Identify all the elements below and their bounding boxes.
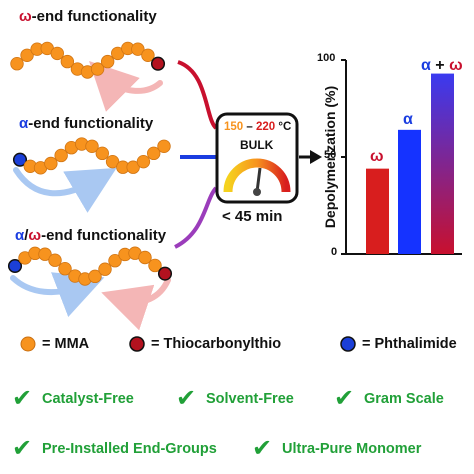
bar-0 (366, 168, 389, 254)
bar-1 (398, 129, 421, 254)
alpha-chain-bead (54, 148, 68, 163)
ao-alpha-arrow (10, 272, 105, 318)
omega-chain-bead (50, 46, 64, 61)
temp-dash: – (243, 121, 256, 133)
alpha-chain-bead (85, 139, 99, 153)
mma-legend-icon (20, 336, 36, 352)
alpha-chain-bead (157, 139, 171, 153)
alpha-omega-chain-bead (148, 258, 162, 273)
ao-omega-arrow (101, 277, 171, 331)
temp-low: 150 (224, 121, 244, 133)
omega-chain-bead (60, 54, 75, 69)
feature-catalyst-free: Catalyst-Free (42, 391, 134, 407)
alpha-omega-chain-bead (98, 262, 112, 276)
alpha-omega-chain-bead (108, 254, 122, 268)
omega-chain-bead (100, 54, 115, 69)
alpha-chain-bead (95, 146, 109, 161)
temp-high: 220 (255, 121, 276, 133)
result-arrow-head (310, 150, 322, 164)
omega-symbol: ω (19, 8, 32, 25)
reactor-temp: 150 – 220 °C (224, 121, 291, 133)
alpha-omega-chain-bead (48, 253, 62, 267)
alpha-chain-bead (44, 156, 58, 171)
reactor-mode: BULK (240, 138, 274, 152)
feature-solvent-free: Solvent-Free (206, 391, 294, 407)
omega-symbol-2: ω (28, 227, 42, 244)
check-icon: ✔ (176, 384, 197, 412)
omega-chain-bead (150, 56, 166, 71)
alpha-omega-chain-bead (58, 262, 72, 276)
connector-red (177, 60, 218, 130)
alpha-chain-bead (147, 146, 161, 161)
alpha-symbol-2: α (15, 227, 25, 244)
check-icon: ✔ (334, 384, 355, 412)
chain-group (7, 41, 173, 331)
check-icon: ✔ (12, 384, 33, 412)
alpha-chain-bead (136, 154, 151, 169)
mma-legend-label: = MMA (42, 336, 90, 352)
bar-label-ao-alpha: α (421, 57, 431, 74)
alpha-end-title: α-end functionality (19, 115, 153, 132)
omega-depolymerization-arrow (89, 61, 163, 112)
bar-label-omega: ω (370, 148, 384, 165)
gauge-hub (253, 188, 261, 196)
omega-chain-bead (131, 42, 145, 56)
alpha-chain-bead (105, 154, 120, 169)
alpha-omega-chain-bead (7, 258, 23, 274)
feature-ultra-pure: Ultra-Pure Monomer (282, 441, 422, 457)
omega-title-text: -end functionality (31, 8, 157, 25)
bar-label-alpha-omega: α + ω (421, 57, 463, 75)
reactor-box (215, 112, 299, 204)
bar-label-ao-plus: + (430, 57, 450, 74)
y-tick-label-100: 100 (317, 52, 336, 64)
y-tick-label-0: 0 (331, 246, 338, 258)
feature-gram-scale: Gram Scale (364, 391, 444, 407)
omega-chain-bead (10, 57, 24, 71)
alpha-omega-chain-bead (38, 247, 52, 261)
omega-chain-bead (90, 62, 105, 76)
bar-group (366, 73, 454, 254)
phth-legend-label: = Phthalimide (362, 336, 457, 352)
alpha-chain-bead (12, 152, 28, 167)
alpha-title-text: -end functionality (28, 115, 154, 132)
alpha-omega-chain-bead (88, 269, 102, 284)
slash: / (24, 227, 29, 244)
bar-label-alpha: α (403, 111, 413, 128)
alpha-chain-bead (126, 160, 140, 174)
omega-chain-bead (141, 48, 155, 62)
alpha-omega-chain-bead (138, 250, 152, 265)
connector-purple (174, 186, 218, 249)
check-icon: ✔ (12, 434, 33, 462)
y-tick-label-50: 50 (324, 149, 337, 161)
alpha-omega-chain-bead (157, 266, 173, 281)
reaction-time: < 45 min (222, 208, 283, 225)
bar-label-ao-omega: ω (449, 57, 463, 74)
alpha-omega-end-title: α/ω-end functionality (15, 227, 166, 244)
thio-legend-icon (129, 336, 145, 352)
omega-end-title: ω-end functionality (19, 8, 157, 25)
check-icon: ✔ (252, 434, 273, 462)
alpha-omega-title-text: -end functionality (41, 227, 167, 244)
omega-chain-bead (20, 48, 34, 62)
bar-2 (431, 73, 454, 254)
feature-pre-installed: Pre-Installed End-Groups (42, 441, 217, 457)
thio-legend-label: = Thiocarbonylthio (151, 336, 282, 352)
alpha-depolymerization-arrow (13, 167, 117, 213)
gauge-arc (223, 158, 291, 193)
gauge-needle (255, 167, 262, 193)
alpha-symbol: α (19, 115, 29, 132)
temp-unit: °C (275, 121, 292, 133)
phth-legend-icon (340, 336, 356, 352)
